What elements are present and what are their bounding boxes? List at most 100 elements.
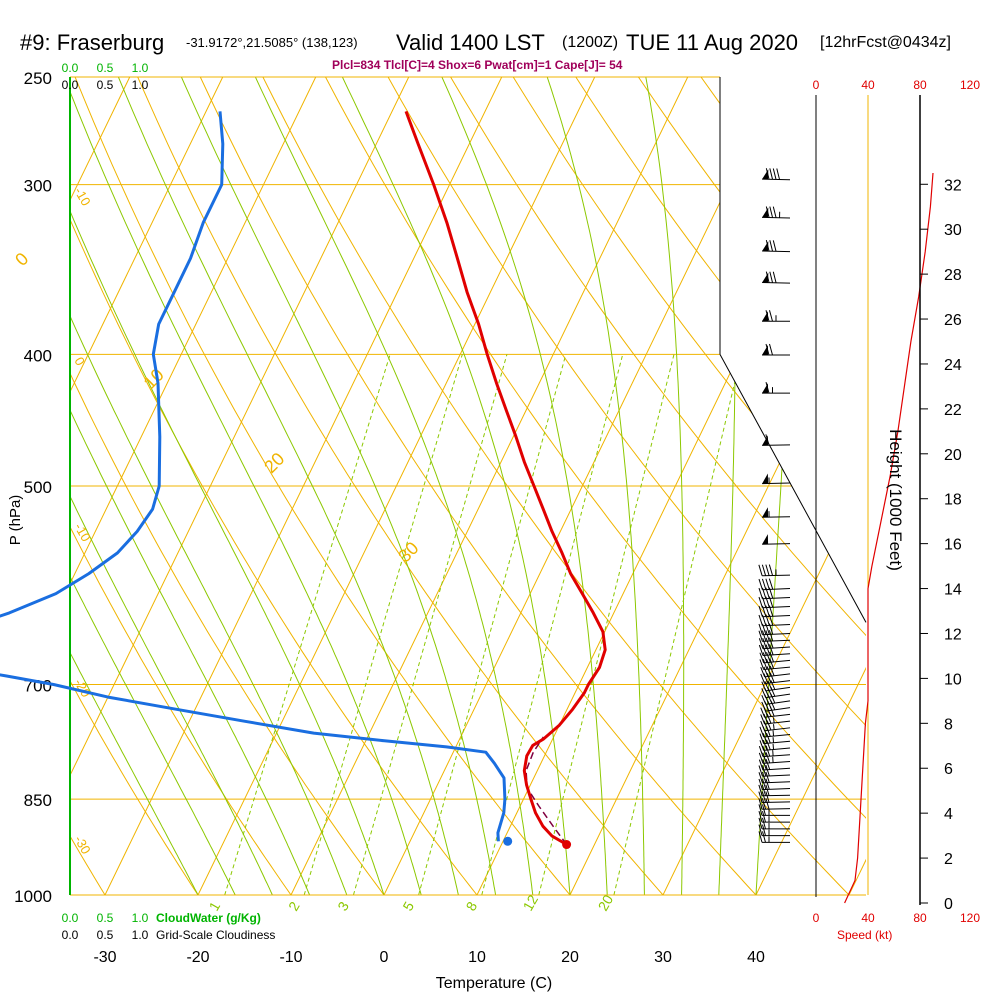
dry-adiabat xyxy=(70,77,478,895)
cloud-scale-bottom-green: 0.5 xyxy=(97,911,114,925)
wind-barb xyxy=(758,811,790,823)
isotherm-line xyxy=(70,77,224,895)
moist-adiabat xyxy=(546,77,645,895)
isotherm-line xyxy=(104,77,503,895)
cloud-scale-bottom-green: 1.0 xyxy=(132,911,149,925)
dry-adiabat xyxy=(825,77,866,895)
temperature-tick-label: 40 xyxy=(747,949,765,966)
cloud-scale-bottom-black: 0.0 xyxy=(62,928,79,942)
height-tick-label: 24 xyxy=(944,357,962,374)
pressure-axis-label: P (hPa) xyxy=(7,495,24,546)
dry-adiabat xyxy=(325,77,866,895)
speed-tick-bottom: 40 xyxy=(861,911,875,925)
wind-speed-profile xyxy=(844,172,934,904)
speed-tick-bottom: 0 xyxy=(813,911,820,925)
cloud-scale-top-green: 0.0 xyxy=(62,61,79,75)
temperature-trace xyxy=(404,110,607,846)
pressure-tick-label: 400 xyxy=(24,346,52,365)
wind-barb xyxy=(760,672,791,685)
moist-adiabat xyxy=(117,77,459,895)
dry-adiabat xyxy=(387,77,866,895)
wind-barb xyxy=(762,382,790,394)
moist-adiabat xyxy=(254,77,534,895)
cloudwater-label: CloudWater (g/Kg) xyxy=(156,911,261,925)
dry-adiabat xyxy=(0,77,12,895)
wind-barb xyxy=(758,637,791,650)
cloud-scale-bottom-black: 1.0 xyxy=(132,928,149,942)
wind-barb xyxy=(761,693,791,705)
height-tick-label: 4 xyxy=(944,806,953,823)
isotherm-label: -10 xyxy=(71,185,93,209)
moist-adiabat xyxy=(70,77,199,895)
mixing-ratio-line xyxy=(613,354,742,895)
pressure-tick-label: 500 xyxy=(24,478,52,497)
pressure-tick-label: 250 xyxy=(24,69,52,88)
cloudiness-label: Grid-Scale Cloudiness xyxy=(156,928,275,942)
speed-tick-bottom: 80 xyxy=(913,911,927,925)
moist-adiabat xyxy=(70,77,273,895)
height-tick-label: 12 xyxy=(944,626,962,643)
temperature-tick-label: -30 xyxy=(93,949,116,966)
wind-barb xyxy=(758,791,791,804)
wind-barb xyxy=(758,778,791,791)
isotherm-line xyxy=(197,77,596,895)
pressure-tick-label: 300 xyxy=(24,177,52,196)
height-tick-label: 20 xyxy=(944,447,962,464)
dry-adiabat xyxy=(70,77,292,895)
wind-barb xyxy=(762,473,791,485)
dry-adiabat-label: 20 xyxy=(260,449,288,477)
height-tick-label: 30 xyxy=(944,222,962,239)
dry-adiabat xyxy=(262,77,850,895)
cloud-scale-top-green: 0.5 xyxy=(97,61,114,75)
dry-adiabat xyxy=(70,77,199,895)
isotherm-line xyxy=(290,77,689,895)
isotherm-line xyxy=(70,77,410,895)
wind-barb xyxy=(762,240,791,253)
isotherm-line xyxy=(70,77,317,895)
height-tick-label: 2 xyxy=(944,851,953,868)
moist-adiabat xyxy=(341,77,571,895)
wind-barb xyxy=(758,771,791,784)
wind-barb xyxy=(758,745,791,758)
wind-barb xyxy=(758,798,791,810)
wind-barb xyxy=(760,665,791,678)
moist-adiabat xyxy=(441,77,608,895)
wind-barb xyxy=(762,206,791,219)
isotherm-label: 0 xyxy=(71,354,88,368)
pressure-tick-label: 1000 xyxy=(14,887,52,906)
speed-tick-top: 40 xyxy=(861,78,875,92)
frame-diagonal xyxy=(719,354,867,623)
dry-adiabat-label: 0 xyxy=(11,249,32,270)
wind-barb xyxy=(758,765,791,777)
wind-barb xyxy=(759,651,791,664)
moist-adiabat xyxy=(70,77,236,895)
height-tick-label: 32 xyxy=(944,177,962,194)
dry-adiabat-label: 10 xyxy=(139,365,167,393)
temperature-tick-label: -20 xyxy=(186,949,209,966)
valid-utc: (1200Z) xyxy=(562,34,619,51)
cloud-scale-bottom-black: 0.5 xyxy=(97,928,114,942)
temperature-axis-label: Temperature (C) xyxy=(436,975,552,992)
speed-tick-bottom: 120 xyxy=(960,911,980,925)
height-tick-label: 14 xyxy=(944,582,962,599)
wind-barb xyxy=(759,732,791,745)
mixing-ratio-label: 12 xyxy=(520,892,542,914)
dry-adiabat xyxy=(763,77,866,895)
temperature-tick-label: 20 xyxy=(561,949,579,966)
height-tick-label: 6 xyxy=(944,761,953,778)
wind-barb xyxy=(758,784,791,797)
forecast-info: [12hrFcst@0434z] xyxy=(820,34,951,51)
wind-barb xyxy=(762,343,790,356)
mixing-ratio-line xyxy=(418,354,567,895)
temperature-tick-label: 10 xyxy=(468,949,486,966)
isotherm-line xyxy=(755,77,866,895)
wind-barb xyxy=(758,824,790,837)
dry-adiabat xyxy=(137,77,664,895)
isotherm-label: -30 xyxy=(71,833,93,857)
dry-adiabat xyxy=(70,77,385,895)
wind-barb xyxy=(759,658,791,671)
mixing-ratio-label: 8 xyxy=(462,899,480,914)
speed-tick-top: 120 xyxy=(960,78,980,92)
wind-barb xyxy=(760,713,791,725)
